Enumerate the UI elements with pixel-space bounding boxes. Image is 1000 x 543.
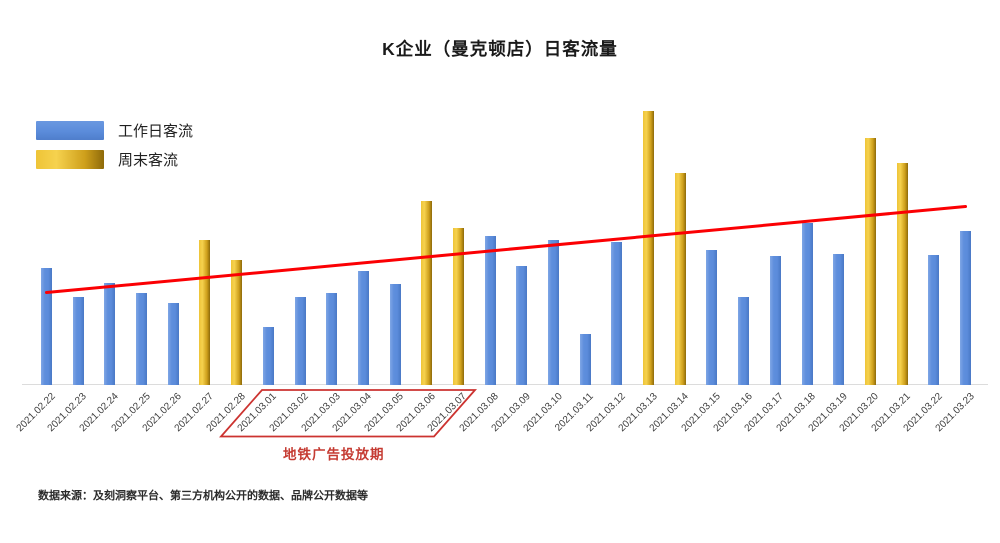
bar-2021.02.27 — [199, 239, 211, 385]
weekend-series-label: 周末客流 — [118, 152, 179, 169]
weekday-series-swatch — [36, 121, 104, 140]
bar-2021.03.20 — [864, 137, 876, 385]
weekday-series-label: 工作日客流 — [118, 123, 194, 140]
bar-2021.03.10 — [548, 239, 560, 385]
bar-2021.03.17 — [769, 255, 781, 385]
legend-item-weekend: 周末客流 — [36, 150, 193, 169]
bar-2021.03.06 — [421, 200, 433, 385]
bar-2021.03.21 — [896, 162, 908, 385]
ad-period-label: 地铁广告投放期 — [283, 447, 385, 462]
bar-2021.03.01 — [262, 326, 274, 385]
x-axis-line — [22, 384, 988, 385]
bar-2021.03.23 — [960, 230, 971, 385]
bar-2021.02.25 — [136, 292, 148, 385]
bar-2021.02.23 — [72, 296, 84, 385]
bar-2021.02.22 — [41, 267, 52, 385]
bar-2021.03.19 — [833, 253, 845, 385]
bar-2021.03.18 — [801, 222, 813, 385]
bar-2021.02.24 — [104, 282, 116, 385]
bar-2021.02.28 — [231, 259, 243, 385]
bar-2021.03.12 — [611, 241, 623, 385]
bar-2021.03.13 — [643, 110, 655, 385]
legend-item-weekday: 工作日客流 — [36, 121, 193, 140]
bar-2021.03.09 — [516, 265, 528, 385]
bar-2021.03.02 — [294, 296, 306, 385]
bar-2021.03.15 — [706, 249, 718, 385]
bar-2021.03.07 — [452, 227, 464, 385]
bar-2021.03.22 — [928, 254, 940, 385]
bar-2021.02.26 — [167, 302, 179, 385]
bar-2021.03.08 — [484, 235, 496, 385]
bar-2021.03.11 — [579, 333, 591, 385]
bar-2021.03.14 — [674, 172, 686, 385]
chart-title: K企业（曼克顿店）日客流量 — [382, 39, 618, 59]
trend-line — [45, 205, 968, 294]
bar-2021.03.04 — [357, 270, 369, 385]
bar-2021.03.16 — [738, 296, 750, 385]
bar-2021.03.03 — [326, 292, 338, 385]
data-source-note: 数据来源：及刻洞察平台、第三方机构公开的数据、品牌公开数据等 — [38, 490, 368, 502]
legend: 工作日客流 周末客流 — [36, 121, 193, 179]
bar-2021.03.05 — [389, 283, 401, 385]
weekend-series-swatch — [36, 150, 104, 169]
x-axis-label-2021.02.22: 2021.02.22 — [14, 391, 58, 435]
